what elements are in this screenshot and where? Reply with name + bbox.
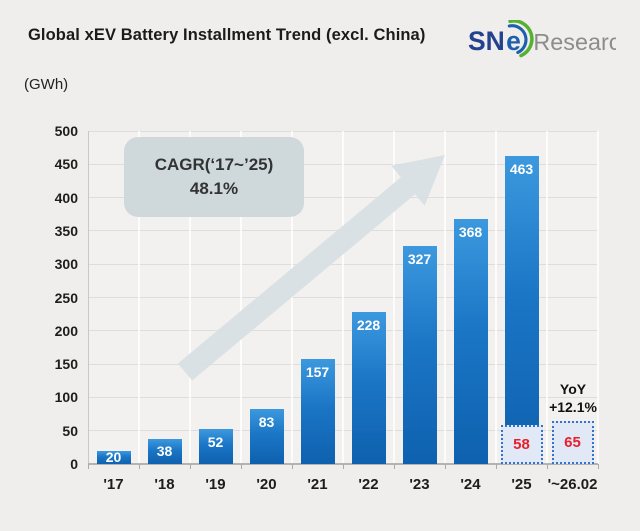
x-axis-label-'17: '17 — [103, 476, 124, 493]
y-axis-label-400: 400 — [54, 189, 78, 206]
bar-value-label: 228 — [356, 317, 381, 334]
logo-research-text: Research — [533, 29, 616, 55]
y-axis-label-300: 300 — [54, 256, 78, 273]
bar-'19: 52 — [198, 429, 233, 464]
bar-value-label: 327 — [407, 251, 432, 268]
cagr-value-text: 48.1% — [189, 178, 239, 198]
column-separator — [495, 131, 497, 464]
bar-value-label: 38 — [156, 442, 173, 459]
cagr-range-text: CAGR(‘17~’25) — [154, 155, 274, 175]
x-axis-label-'21: '21 — [307, 476, 328, 493]
column-separator — [546, 131, 548, 464]
ytd-box-'25: 58 — [500, 425, 543, 464]
ytd-value-label: 58 — [513, 436, 530, 454]
logo-swoosh-inner-icon — [507, 24, 528, 55]
logo-e-text: e — [506, 26, 521, 56]
x-axis-label-'22: '22 — [358, 476, 379, 493]
y-axis-label-500: 500 — [54, 123, 78, 139]
column-separator — [342, 131, 344, 464]
logo-sn-text: SN — [468, 26, 505, 56]
ytd-value-label: 65 — [564, 433, 581, 451]
bar-'20: 83 — [249, 408, 284, 464]
x-axis-label-'~26.02: '~26.02 — [547, 476, 598, 493]
bar-'21: 157 — [300, 359, 335, 464]
y-axis-label-200: 200 — [54, 322, 78, 339]
column-separator — [393, 131, 395, 464]
y-axis-label-100: 100 — [54, 389, 78, 406]
x-axis-tick — [394, 464, 395, 469]
bar-'18: 38 — [147, 438, 182, 464]
y-axis-unit-label: (GWh) — [24, 76, 69, 93]
ytd-box-'~26.02: 65 — [551, 420, 594, 464]
y-axis-label-150: 150 — [54, 356, 78, 373]
chart-title: Global xEV Battery Installment Trend (ex… — [28, 26, 426, 44]
bar-'24: 368 — [453, 218, 488, 464]
bar-value-label: 368 — [458, 223, 483, 240]
column-separator — [444, 131, 446, 464]
x-axis-tick — [88, 464, 89, 469]
bar-'25: 463 — [504, 155, 539, 464]
y-axis-label-50: 50 — [62, 422, 78, 439]
x-axis-label-'23: '23 — [409, 476, 430, 493]
x-axis-tick — [496, 464, 497, 469]
x-axis-label-'19: '19 — [205, 476, 226, 493]
x-axis-label-'18: '18 — [154, 476, 175, 493]
x-axis-tick — [139, 464, 140, 469]
sne-research-logo: SN e Research — [468, 19, 633, 60]
yoy-value: +12.1% — [549, 398, 597, 415]
y-axis-label-350: 350 — [54, 222, 78, 239]
logo-swoosh-outer-icon — [508, 19, 534, 58]
column-separator — [138, 131, 140, 464]
bar-value-label: 157 — [305, 364, 330, 381]
x-axis-tick — [598, 464, 599, 469]
bar-value-label: 463 — [509, 160, 534, 177]
y-axis-label-250: 250 — [54, 289, 78, 306]
bar-'17: 20 — [96, 448, 131, 465]
x-axis-tick — [292, 464, 293, 469]
y-axis-label-0: 0 — [70, 456, 78, 472]
x-axis-tick — [547, 464, 548, 469]
cagr-annotation-box: CAGR(‘17~’25) 48.1% — [124, 137, 304, 217]
y-axis-line — [88, 131, 89, 469]
bar-value-label: 52 — [207, 434, 224, 451]
x-axis-label-'24: '24 — [460, 476, 481, 493]
bar-'22: 228 — [351, 312, 386, 464]
x-axis-tick — [241, 464, 242, 469]
yoy-annotation: YoY +12.1% — [544, 381, 602, 416]
bar-'23: 327 — [402, 246, 437, 464]
x-axis-tick — [343, 464, 344, 469]
y-axis-label-450: 450 — [54, 156, 78, 173]
x-axis-tick — [445, 464, 446, 469]
bar-value-label: 20 — [105, 448, 122, 465]
x-axis-label-'25: '25 — [511, 476, 532, 493]
bar-value-label: 83 — [258, 413, 275, 430]
column-separator — [597, 131, 599, 464]
sne-logo-graphic: SN e Research — [468, 19, 633, 58]
x-axis-label-'20: '20 — [256, 476, 277, 493]
yoy-label: YoY — [559, 381, 587, 397]
x-axis-tick — [190, 464, 191, 469]
